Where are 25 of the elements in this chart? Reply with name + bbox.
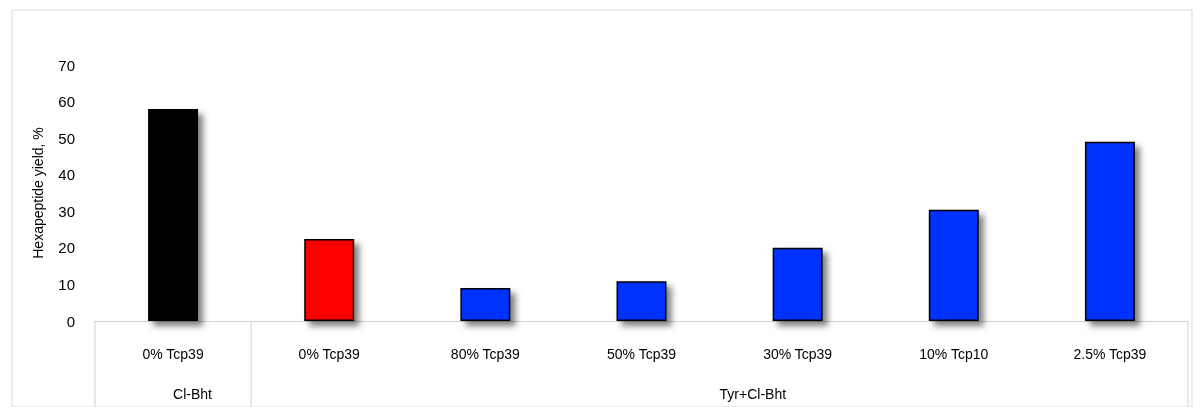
bar [148,108,199,321]
y-tick-label: 30 [58,202,75,220]
y-tick-label: 20 [58,239,75,257]
x-tick-label: 0% Tcp39 [142,346,204,362]
y-tick-label: 40 [58,166,75,184]
y-axis-title: Hexapeptide yield, % [30,127,46,259]
x-tick-label: 80% Tcp39 [450,346,521,362]
x-tick-label: 0% Tcp39 [298,346,361,362]
y-tick-label: 60 [58,93,75,111]
bar [460,288,511,321]
x-tick-label: 2.5% Tcp39 [1073,346,1147,362]
y-tick-label: 50 [58,129,75,147]
x-tick-label: 30% Tcp39 [763,346,833,362]
bar [616,281,667,321]
bar [928,209,979,321]
y-tick-label: 10 [58,275,75,293]
text: Tyr+Cl-Bht [719,386,787,402]
bar [772,247,823,321]
bar [304,239,355,321]
x-tick-label: 50% Tcp39 [606,346,677,362]
y-tick-label: 0 [66,312,75,330]
bar [1084,141,1135,321]
y-tick-label: 70 [58,56,75,74]
text: Cl-Bht [173,386,213,402]
x-tick-label: 10% Tcp10 [919,346,989,362]
